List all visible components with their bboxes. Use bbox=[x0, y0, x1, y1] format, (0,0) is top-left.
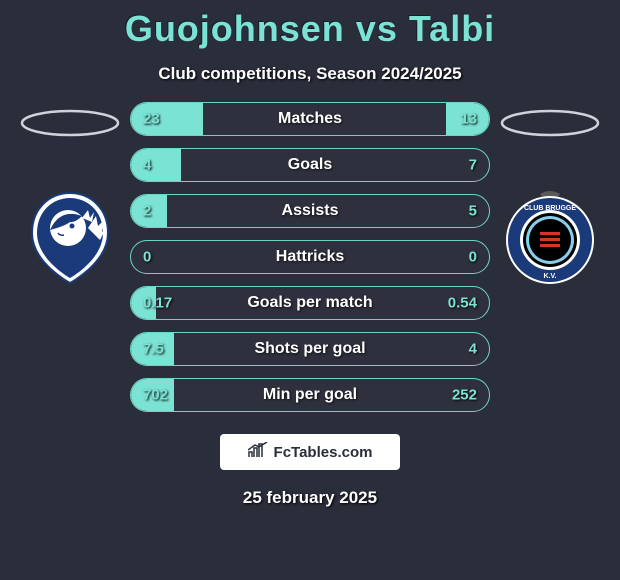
stat-label: Goals per match bbox=[247, 294, 372, 312]
stat-label: Assists bbox=[282, 202, 339, 220]
right-team-logo: CLUB BRUGGE K.V. bbox=[500, 188, 600, 288]
left-team-logo bbox=[20, 188, 120, 288]
stats-column: 23 Matches 13 4 Goals 7 2 Assists 5 0 Hattricks 0 0.… bbox=[130, 102, 490, 412]
stat-row: 2 Assists 5 bbox=[130, 194, 490, 228]
stat-value-right: 4 bbox=[469, 341, 477, 358]
stat-label: Hattricks bbox=[276, 248, 344, 266]
page-title: Guojohnsen vs Talbi bbox=[125, 8, 495, 50]
main-content: 23 Matches 13 4 Goals 7 2 Assists 5 0 Hattricks 0 0.… bbox=[0, 102, 620, 412]
stat-row: 23 Matches 13 bbox=[130, 102, 490, 136]
stat-value-right: 0 bbox=[469, 249, 477, 266]
brand-text: FcTables.com bbox=[274, 444, 373, 461]
stat-value-left: 4 bbox=[143, 157, 151, 174]
stat-row: 702 Min per goal 252 bbox=[130, 378, 490, 412]
stat-bar-left bbox=[131, 149, 181, 181]
stat-value-left: 23 bbox=[143, 111, 160, 128]
stat-value-right: 13 bbox=[460, 111, 477, 128]
stat-value-left: 7.5 bbox=[143, 341, 164, 358]
stat-value-left: 0 bbox=[143, 249, 151, 266]
stat-label: Matches bbox=[278, 110, 342, 128]
stat-bar-left bbox=[131, 103, 203, 135]
right-ellipse-shadow bbox=[500, 108, 600, 138]
stat-value-left: 0.17 bbox=[143, 295, 172, 312]
stat-value-right: 5 bbox=[469, 203, 477, 220]
svg-text:CLUB BRUGGE: CLUB BRUGGE bbox=[524, 205, 576, 212]
stat-label: Min per goal bbox=[263, 386, 357, 404]
stat-value-right: 252 bbox=[452, 387, 477, 404]
stat-row: 7.5 Shots per goal 4 bbox=[130, 332, 490, 366]
stat-label: Goals bbox=[288, 156, 332, 174]
stat-value-left: 2 bbox=[143, 203, 151, 220]
stat-value-left: 702 bbox=[143, 387, 168, 404]
chart-icon bbox=[248, 442, 268, 462]
brand-badge[interactable]: FcTables.com bbox=[220, 434, 400, 470]
stat-row: 0.17 Goals per match 0.54 bbox=[130, 286, 490, 320]
left-team-panel bbox=[10, 102, 130, 288]
svg-text:K.V.: K.V. bbox=[544, 273, 557, 280]
stat-label: Shots per goal bbox=[254, 340, 365, 358]
page-subtitle: Club competitions, Season 2024/2025 bbox=[158, 64, 461, 84]
stat-value-right: 0.54 bbox=[448, 295, 477, 312]
right-team-panel: CLUB BRUGGE K.V. bbox=[490, 102, 610, 288]
date-label: 25 february 2025 bbox=[243, 488, 377, 508]
stat-value-right: 7 bbox=[469, 157, 477, 174]
stat-row: 4 Goals 7 bbox=[130, 148, 490, 182]
left-ellipse-shadow bbox=[20, 108, 120, 138]
stat-row: 0 Hattricks 0 bbox=[130, 240, 490, 274]
